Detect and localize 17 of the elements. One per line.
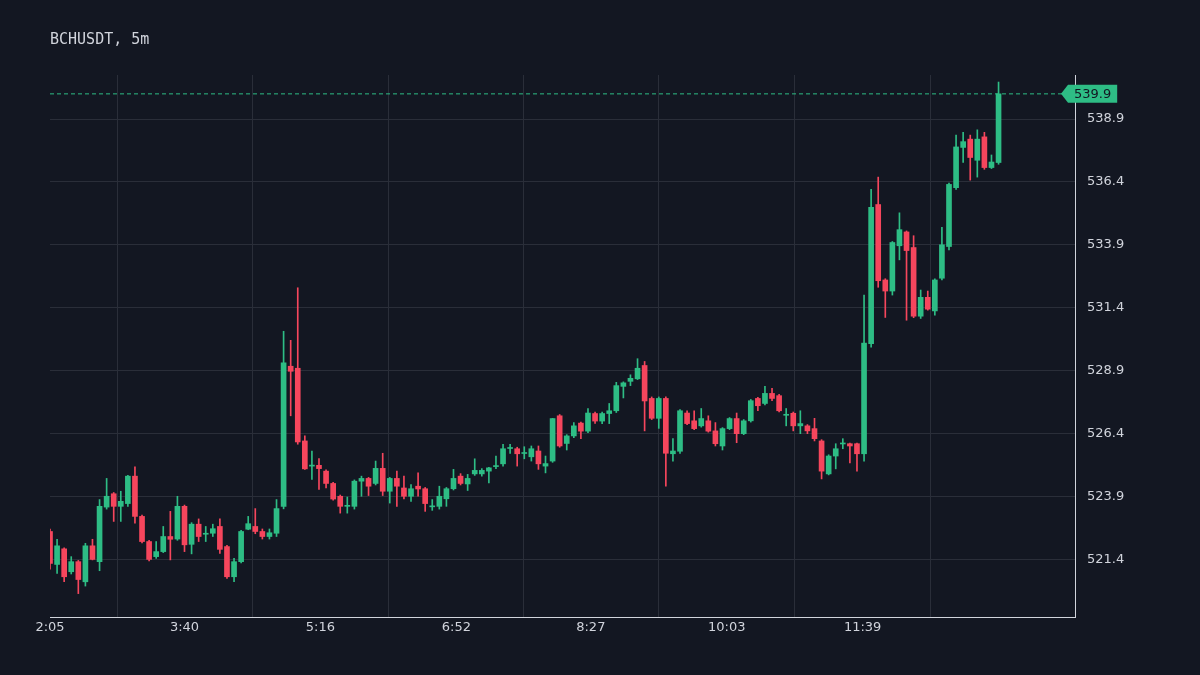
y-tick-label: 536.4 [1087, 173, 1125, 189]
chart-title: BCHUSDT, 5m [50, 30, 150, 48]
y-tick-label: 533.9 [1087, 236, 1125, 252]
x-tick-label: 2:05 [35, 619, 65, 635]
x-tick-label: 11:39 [843, 619, 882, 635]
x-tick-label: 10:03 [707, 619, 746, 635]
x-tick-label: 8:27 [576, 619, 606, 635]
y-tick-label: 528.9 [1087, 361, 1125, 377]
x-tick-label: 6:52 [441, 619, 471, 635]
x-tick-label: 3:40 [169, 619, 200, 635]
y-tick-label: 526.4 [1087, 424, 1125, 440]
y-tick-label: 538.9 [1087, 110, 1125, 126]
y-tick-label: 521.4 [1087, 550, 1125, 566]
y-tick-label: 523.9 [1087, 487, 1125, 503]
ref-line-label: 539.9 [1074, 86, 1112, 102]
y-tick-label: 531.4 [1087, 299, 1125, 315]
x-tick-label: 5:16 [305, 619, 336, 635]
